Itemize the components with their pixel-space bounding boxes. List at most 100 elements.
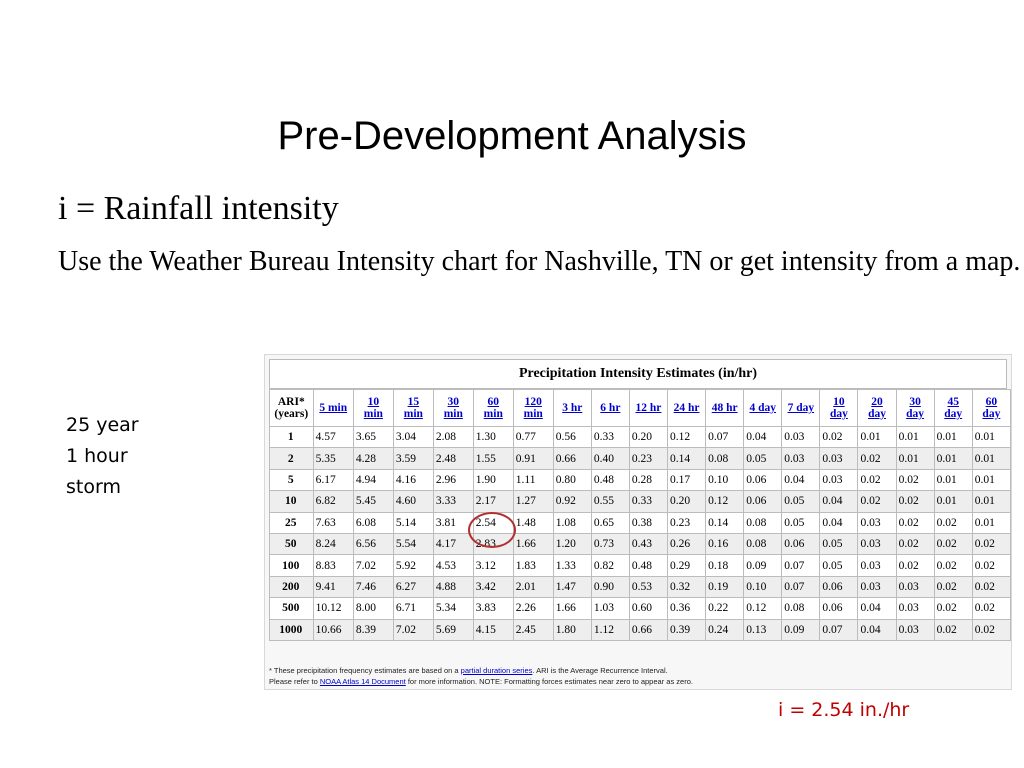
duration-header[interactable]: 24 hr: [666, 389, 707, 427]
table-row: 2 5.35 4.28 3.59 2.48 1.55 0.91 0.66 0.40 0.23 0.1…: [269, 447, 1012, 470]
duration-header[interactable]: 7 day: [781, 389, 821, 427]
intensity-cell: 5.54: [392, 532, 434, 556]
footnote-text: * These precipitation frequency estimate…: [269, 666, 461, 675]
intensity-cell: 0.56: [552, 425, 592, 449]
intensity-cell: 6.82: [312, 490, 354, 513]
intensity-cell: 0.02: [971, 532, 1012, 556]
storm-label-line: storm: [66, 476, 121, 498]
intensity-cell: 0.28: [628, 468, 669, 492]
table-row: 5 6.17 4.94 4.16 2.96 1.90 1.11 0.80 0.48 0.28 0.1…: [269, 468, 1012, 492]
duration-header[interactable]: 120 min: [512, 389, 554, 427]
intensity-cell: 2.45: [512, 618, 554, 641]
intensity-cell: 0.04: [819, 511, 859, 534]
intensity-cell: 0.02: [857, 490, 897, 513]
intensity-cell: 0.05: [819, 554, 859, 577]
intensity-cell: 0.03: [857, 511, 897, 534]
intensity-cell: 0.33: [628, 490, 669, 513]
intensity-cell: 0.05: [819, 532, 859, 556]
intensity-cell: 4.60: [392, 490, 434, 513]
intensity-cell: 0.03: [819, 447, 859, 470]
intensity-cell: 0.03: [781, 447, 821, 470]
intensity-cell: 0.43: [628, 532, 669, 556]
footnote-line: Please refer to NOAA Atlas 14 Document f…: [269, 676, 1009, 687]
intensity-cell: 0.07: [781, 575, 821, 599]
intensity-cell: 1.12: [590, 618, 630, 641]
duration-header-text: day: [944, 408, 963, 420]
duration-header[interactable]: 4 day: [743, 389, 783, 427]
intensity-cell: 0.04: [819, 490, 859, 513]
duration-header-text: day: [906, 408, 925, 420]
ari-cell: 5: [269, 468, 314, 492]
intensity-cell: 2.17: [472, 490, 514, 513]
duration-header[interactable]: 20 day: [857, 389, 897, 427]
intensity-cell: 0.03: [895, 575, 935, 599]
intensity-cell: 0.04: [857, 597, 897, 620]
intensity-cell: 1.20: [552, 532, 592, 556]
intensity-cell: 3.65: [352, 425, 394, 449]
intensity-cell: 3.42: [472, 575, 514, 599]
intensity-cell: 0.01: [933, 425, 973, 449]
duration-header[interactable]: 30 day: [895, 389, 935, 427]
intensity-cell: 2.26: [512, 597, 554, 620]
intensity-cell: 0.03: [895, 618, 935, 641]
intensity-cell: 0.92: [552, 490, 592, 513]
intensity-cell: 0.05: [781, 490, 821, 513]
duration-header-text: 10: [833, 396, 845, 408]
intensity-cell: 0.03: [819, 468, 859, 492]
duration-header[interactable]: 6 hr: [590, 389, 630, 427]
intensity-cell: 5.45: [352, 490, 394, 513]
intensity-cell: 7.46: [352, 575, 394, 599]
intensity-cell: 0.08: [743, 511, 783, 534]
ari-cell: 100: [269, 554, 314, 577]
duration-header[interactable]: 3 hr: [552, 389, 592, 427]
duration-header[interactable]: 15 min: [392, 389, 434, 427]
duration-header[interactable]: 5 min: [312, 389, 354, 427]
intensity-cell: 0.73: [590, 532, 630, 556]
intensity-cell: 0.20: [628, 425, 669, 449]
intensity-cell: 2.54: [472, 511, 514, 534]
noaa-atlas-link[interactable]: NOAA Atlas 14 Document: [319, 677, 406, 686]
ari-cell: 10: [269, 490, 314, 513]
table-row: 1 4.57 3.65 3.04 2.08 1.30 0.77 0.56 0.33 0.20 0.1…: [269, 425, 1012, 449]
intensity-cell: 0.33: [590, 425, 630, 449]
ari-cell: 50: [269, 532, 314, 556]
intensity-cell: 3.12: [472, 554, 514, 577]
intensity-cell: 0.02: [971, 575, 1012, 599]
intensity-cell: 0.02: [933, 554, 973, 577]
storm-label: 25 year 1 hour storm: [66, 410, 139, 503]
duration-header-text: 3 hr: [562, 402, 583, 414]
intensity-cell: 8.39: [352, 618, 394, 641]
intensity-cell: 1.11: [512, 468, 554, 492]
duration-header-text: day: [829, 408, 848, 420]
partial-duration-series-link[interactable]: partial duration series: [460, 666, 533, 675]
intensity-cell: 0.48: [590, 468, 630, 492]
intensity-cell: 4.53: [432, 554, 474, 577]
duration-header[interactable]: 30 min: [432, 389, 474, 427]
duration-header[interactable]: 12 hr: [628, 389, 669, 427]
intensity-cell: 10.66: [312, 618, 354, 641]
intensity-cell: 5.35: [312, 447, 354, 470]
intensity-cell: 1.83: [512, 554, 554, 577]
intensity-cell: 0.02: [933, 597, 973, 620]
intensity-cell: 4.94: [352, 468, 394, 492]
intensity-cell: 0.12: [743, 597, 783, 620]
duration-header[interactable]: 45 day: [933, 389, 973, 427]
duration-header-text: min: [403, 408, 423, 420]
duration-header[interactable]: 48 hr: [705, 389, 745, 427]
duration-header[interactable]: 10 min: [352, 389, 394, 427]
intensity-cell: 7.02: [392, 618, 434, 641]
ari-cell: 1: [269, 425, 314, 449]
intensity-cell: 0.29: [666, 554, 707, 577]
intensity-cell: 0.03: [857, 532, 897, 556]
duration-header[interactable]: 10 day: [819, 389, 859, 427]
duration-header-text: 120: [524, 396, 542, 408]
intensity-cell: 0.04: [857, 618, 897, 641]
duration-header[interactable]: 60 day: [971, 389, 1012, 427]
intensity-cell: 5.92: [392, 554, 434, 577]
intensity-cell: 0.09: [781, 618, 821, 641]
table-row: 100 8.83 7.02 5.92 4.53 3.12 1.83 1.33 0.82 0.48 0…: [269, 554, 1012, 577]
duration-header[interactable]: 60 min: [472, 389, 514, 427]
intensity-cell: 0.77: [512, 425, 554, 449]
intensity-cell: 1.80: [552, 618, 592, 641]
intensity-cell: 0.53: [628, 575, 669, 599]
